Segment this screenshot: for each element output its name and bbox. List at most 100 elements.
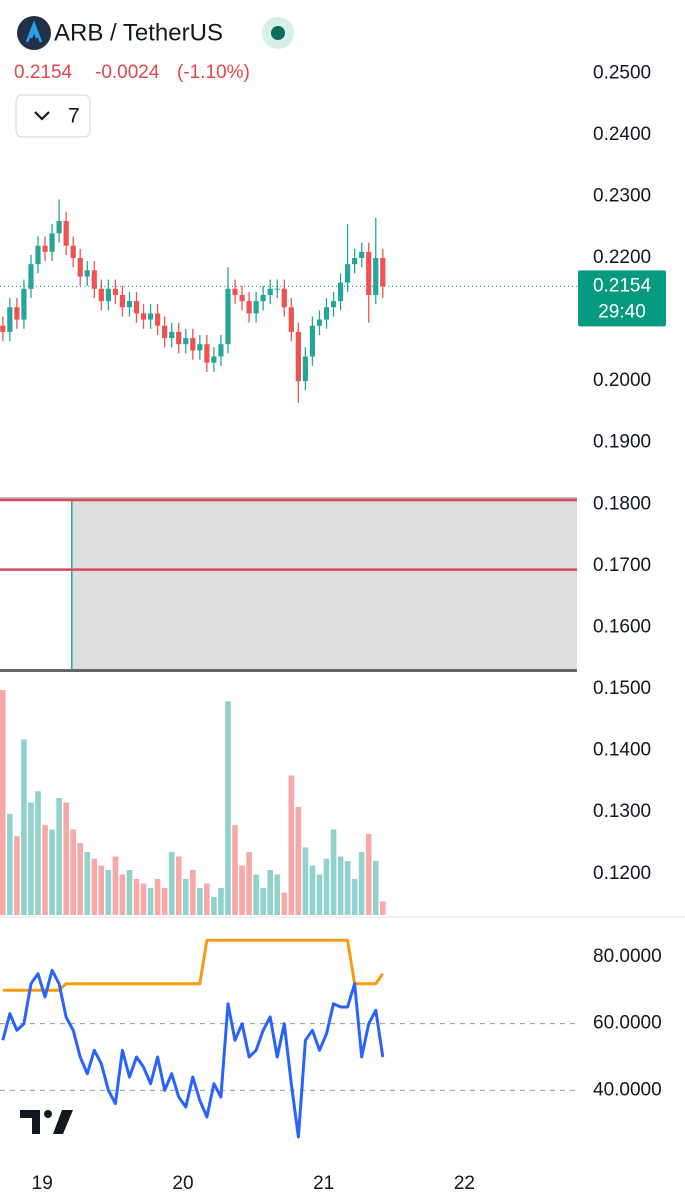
y2-tick-label: 40.0000: [593, 1079, 662, 1100]
volume-bar: [190, 870, 196, 915]
candle-body: [133, 301, 140, 314]
volume-bar: [126, 870, 133, 915]
volume-bar: [161, 888, 168, 915]
candle-body: [359, 251, 365, 258]
candle-body: [190, 338, 196, 351]
volume-bar: [105, 870, 112, 915]
price-tag-value: 0.2154: [593, 275, 652, 296]
candle-body: [70, 245, 76, 258]
plot: 0.2500 0.2400 0.2300 0.2200 0.2000 0.1900 0.18…: [0, 62, 685, 1194]
volume-bar: [309, 865, 316, 915]
volume-bar: [337, 856, 344, 915]
y2-tick-label: 80.0000: [593, 946, 662, 967]
interval[interactable]: 7: [68, 105, 80, 128]
y-tick-label: 0.1900: [593, 432, 651, 453]
volume-bar: [168, 852, 175, 915]
volume-bar: [379, 901, 386, 915]
candle-body: [366, 251, 372, 295]
candle-body: [140, 313, 147, 320]
candle-body: [147, 313, 154, 320]
candle-body: [42, 245, 48, 252]
volume-bar: [182, 879, 189, 915]
candle-body: [91, 270, 97, 289]
status-dot: [271, 26, 285, 40]
volume-bar: [197, 888, 203, 915]
candle-body: [316, 319, 323, 326]
volume-bar: [154, 879, 161, 915]
volume-bar: [7, 813, 13, 915]
volume-bar: [14, 836, 20, 915]
candle-body: [162, 325, 168, 339]
volume-bar: [288, 775, 295, 915]
y-tick-label: 0.2500: [593, 62, 651, 83]
volume-bar: [365, 834, 372, 915]
price-tag-countdown: 29:40: [598, 301, 646, 322]
candle-body: [84, 270, 90, 277]
candle-body: [204, 344, 210, 363]
candle-body: [267, 288, 273, 295]
candle-body: [211, 356, 217, 363]
chevron: [34, 111, 50, 121]
y-tick-label: 0.2300: [593, 185, 651, 206]
indicator-line: [1, 968, 385, 1139]
volume-bar: [281, 892, 288, 915]
volume-bar: [316, 874, 323, 915]
y-tick-label: 0.1700: [593, 555, 651, 576]
candle-body: [373, 257, 379, 295]
volume-bar: [267, 870, 274, 915]
volume-bar: [232, 825, 238, 915]
volume-bar: [253, 874, 259, 915]
volume-bar: [175, 856, 182, 915]
volume-bar: [77, 843, 84, 915]
candle-body: [49, 233, 55, 252]
y-tick-label: 0.2400: [593, 124, 651, 145]
x-tick-label: 21: [313, 1173, 334, 1194]
volume-bar: [358, 852, 365, 915]
candle-body: [345, 264, 351, 283]
price: 0.2154: [14, 62, 73, 83]
tv-logo: [20, 1110, 73, 1134]
candle-body: [239, 294, 245, 302]
volume-bar: [260, 888, 266, 915]
candle-body: [246, 301, 252, 314]
x-tick-label: 22: [454, 1173, 475, 1194]
volume-bar: [28, 802, 34, 915]
candle-body: [232, 288, 238, 295]
candle-body: [155, 313, 161, 326]
volume-bar: [42, 825, 48, 915]
candle-body: [302, 356, 308, 382]
tv-logo-v: [53, 1110, 73, 1134]
candle-body: [225, 288, 231, 345]
volume-bar: [133, 879, 140, 915]
volume-bar: [35, 791, 41, 915]
interval-dropdown[interactable]: [15, 94, 91, 138]
candle-body: [14, 307, 20, 320]
y-tick-label: 0.1400: [593, 740, 651, 761]
candle-body: [0, 325, 6, 332]
symbol[interactable]: ARB / TetherUS: [54, 19, 223, 46]
volume-bar: [21, 739, 27, 915]
candle-body: [274, 288, 280, 290]
candle-body: [281, 288, 287, 308]
tv-logo-t: [20, 1110, 40, 1134]
volume-bar: [295, 807, 302, 915]
y-tick-label: 0.1200: [593, 863, 651, 884]
candle-body: [98, 288, 104, 302]
tv-logo-dot: [44, 1110, 52, 1118]
candle-body: [218, 344, 224, 357]
volume-bar: [112, 856, 119, 915]
candle-body: [309, 325, 316, 357]
candle-body: [330, 301, 337, 308]
candle-body: [176, 331, 182, 345]
price-tag: [578, 270, 666, 327]
volume-bar: [302, 847, 309, 915]
candle-body: [21, 288, 27, 320]
zone-box: [71, 499, 578, 671]
candle-body: [7, 307, 13, 332]
candle-body: [380, 257, 386, 287]
volume-bar: [372, 861, 379, 915]
candle-body: [295, 331, 301, 382]
volume-bar: [204, 883, 210, 915]
